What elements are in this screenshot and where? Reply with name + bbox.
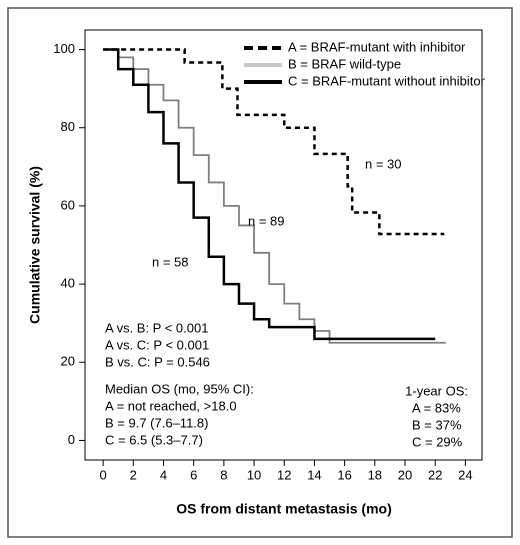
legend-label: C = BRAF-mutant without inhibitor [288, 73, 486, 88]
annotation: B = 9.7 (7.6–11.8) [105, 415, 208, 430]
x-tick-label: 10 [247, 467, 261, 482]
annotation: A = 83% [412, 400, 461, 415]
x-tick-label: 16 [337, 467, 351, 482]
x-tick-label: 6 [190, 467, 197, 482]
x-tick-label: 24 [458, 467, 472, 482]
annotation: C = 6.5 (5.3–7.7) [105, 432, 203, 447]
y-tick-label: 0 [68, 432, 75, 447]
x-tick-label: 8 [220, 467, 227, 482]
x-tick-label: 20 [398, 467, 412, 482]
x-tick-label: 2 [130, 467, 137, 482]
plot-box [84, 29, 483, 461]
y-tick-label: 80 [61, 119, 75, 134]
annotation: B = 37% [412, 417, 462, 432]
x-tick-label: 0 [99, 467, 106, 482]
y-tick-label: 40 [61, 276, 75, 291]
annotation: n = 58 [152, 254, 189, 269]
x-tick-label: 4 [160, 467, 167, 482]
y-tick-label: 60 [61, 197, 75, 212]
annotation: n = 89 [248, 213, 285, 228]
annotation: A = not reached, >18.0 [105, 398, 237, 413]
x-tick-label: 14 [307, 467, 321, 482]
x-tick-label: 18 [368, 467, 382, 482]
annotation: C = 29% [412, 434, 463, 449]
frame [7, 7, 513, 538]
annotation: A vs. C: P < 0.001 [105, 337, 209, 352]
annotation: Median OS (mo, 95% CI): [105, 381, 254, 396]
y-tick-label: 20 [61, 354, 75, 369]
survival-curve [103, 48, 436, 341]
x-tick-label: 12 [277, 467, 291, 482]
x-axis-title: OS from distant metastasis (mo) [176, 501, 392, 517]
legend-label: A = BRAF-mutant with inhibitor [288, 39, 466, 54]
annotation: B vs. C: P = 0.546 [105, 354, 210, 369]
annotation: n = 30 [365, 156, 402, 171]
annotation: 1-year OS: [405, 383, 468, 398]
survival-curve [103, 48, 445, 236]
survival-curve [103, 48, 446, 344]
y-tick-label: 100 [53, 41, 75, 56]
annotation: A vs. B: P < 0.001 [105, 320, 208, 335]
x-tick-label: 22 [428, 467, 442, 482]
legend-label: B = BRAF wild-type [288, 56, 401, 71]
y-axis-title: Cumulative survival (%) [27, 166, 43, 324]
